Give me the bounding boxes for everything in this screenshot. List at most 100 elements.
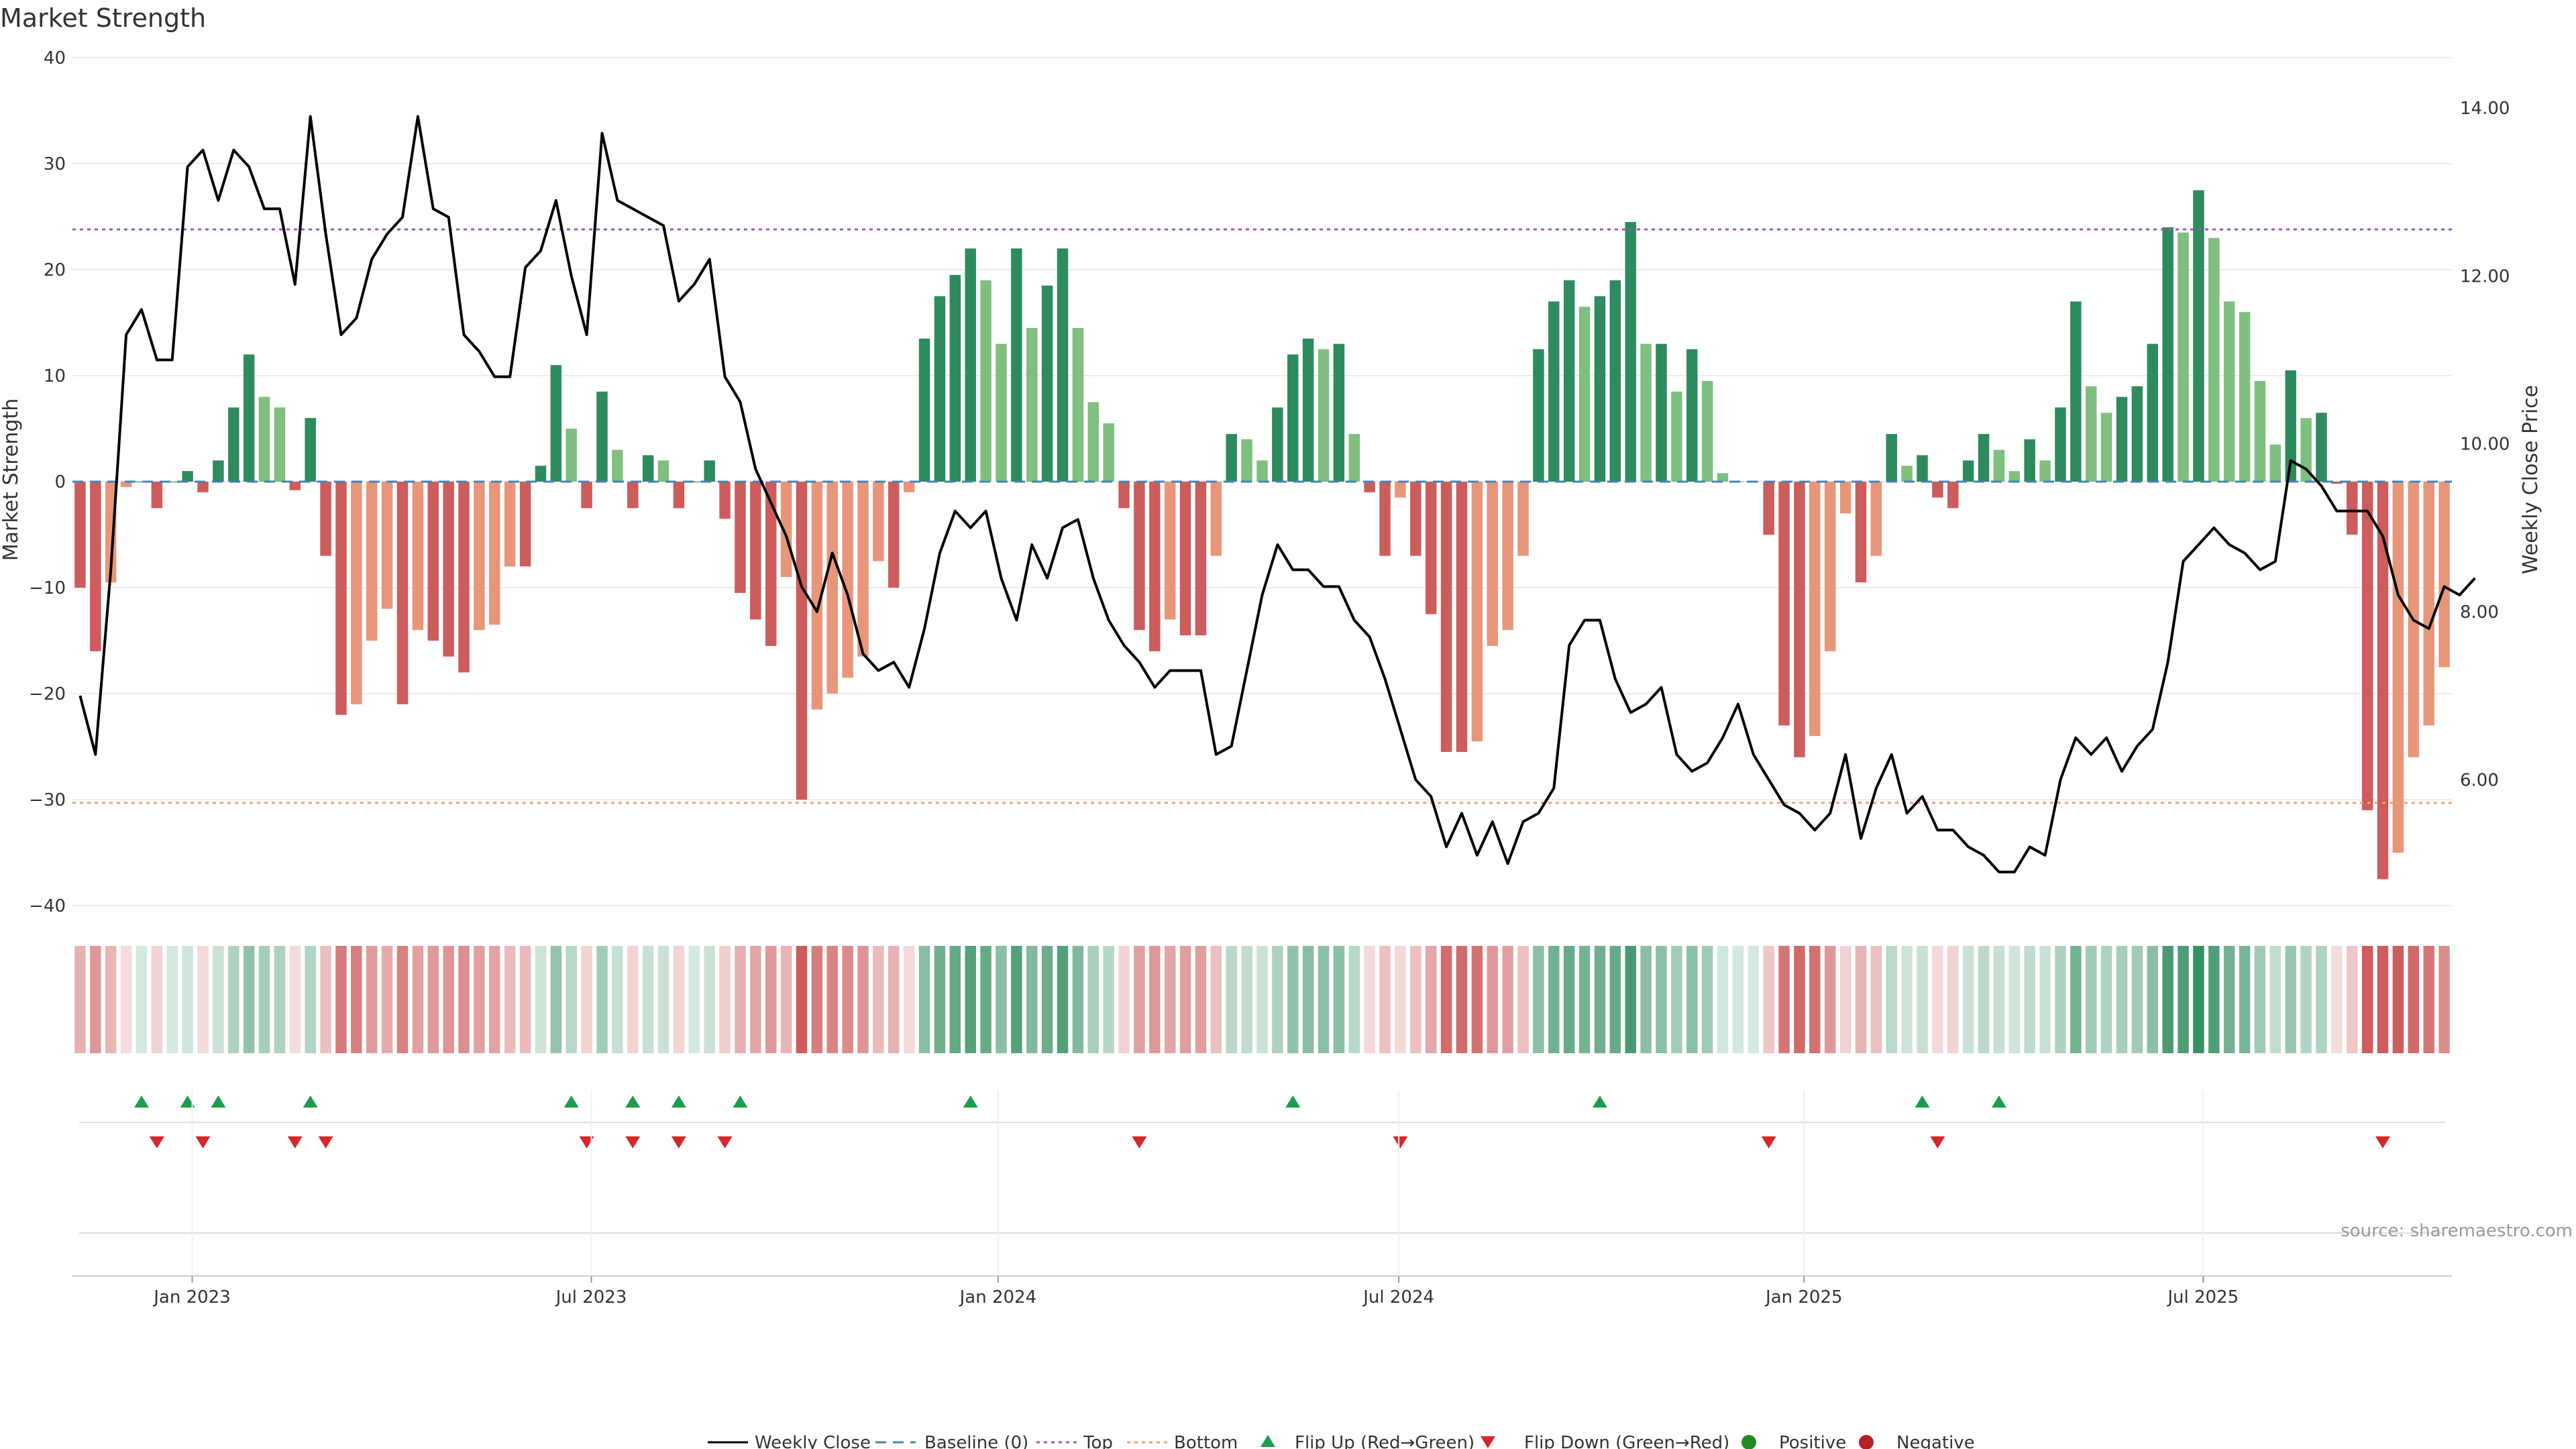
heat-cell bbox=[2239, 946, 2251, 1053]
strength-bar bbox=[1502, 482, 1513, 631]
strength-bar bbox=[427, 482, 439, 641]
heat-cell bbox=[1164, 946, 1176, 1053]
flip-up-marker bbox=[1991, 1095, 2006, 1108]
legend-label: Flip Up (Red→Green) bbox=[1295, 1433, 1474, 1449]
heat-cell bbox=[2223, 946, 2235, 1053]
heat-cell bbox=[474, 946, 485, 1053]
heat-cell bbox=[1656, 946, 1667, 1053]
strength-bar bbox=[1962, 460, 1974, 482]
strength-bar bbox=[1625, 221, 1636, 482]
heat-cell bbox=[1932, 946, 1943, 1053]
legend-label: Baseline (0) bbox=[924, 1433, 1028, 1449]
strength-bar bbox=[535, 466, 547, 482]
heat-cell bbox=[2055, 946, 2066, 1053]
heat-cell bbox=[1425, 946, 1437, 1053]
strength-bar bbox=[1763, 482, 1774, 535]
heat-cell bbox=[120, 946, 132, 1053]
legend-label: Negative bbox=[1896, 1433, 1975, 1449]
heat-cell bbox=[1179, 946, 1191, 1053]
heat-cell bbox=[1763, 946, 1774, 1053]
heat-cell bbox=[1026, 946, 1038, 1053]
heat-cell bbox=[1348, 946, 1360, 1053]
strength-bar bbox=[2254, 380, 2266, 482]
heat-cell bbox=[1609, 946, 1621, 1053]
strength-bar bbox=[1901, 466, 1913, 482]
strength-bar bbox=[1671, 391, 1682, 482]
strength-bar bbox=[2100, 413, 2112, 482]
heat-cell bbox=[826, 946, 838, 1053]
heat-cell bbox=[903, 946, 915, 1053]
flip-up-marker bbox=[963, 1095, 978, 1108]
heat-cell bbox=[1748, 946, 1760, 1053]
x-tick-label: Jul 2024 bbox=[1362, 1287, 1434, 1307]
legend-label: Top bbox=[1083, 1433, 1113, 1449]
heat-cell bbox=[934, 946, 946, 1053]
heat-cell bbox=[1118, 946, 1130, 1053]
y-right-tick-label: 6.00 bbox=[2460, 770, 2499, 790]
heat-cell bbox=[1041, 946, 1053, 1053]
heat-cell bbox=[2438, 946, 2450, 1053]
strength-bar bbox=[1932, 482, 1943, 498]
heat-cell bbox=[1901, 946, 1913, 1053]
strength-bar bbox=[120, 482, 132, 487]
strength-bar bbox=[151, 482, 163, 508]
legend-label: Bottom bbox=[1174, 1433, 1238, 1449]
strength-bar bbox=[2116, 396, 2128, 482]
price-series bbox=[78, 115, 2476, 873]
heat-cell bbox=[1087, 946, 1099, 1053]
heat-cell bbox=[1686, 946, 1698, 1053]
strength-bar bbox=[1824, 482, 1836, 651]
flip-up-marker bbox=[564, 1095, 579, 1108]
strength-bar bbox=[2208, 237, 2220, 482]
flip-down-marker bbox=[287, 1136, 303, 1148]
heat-cell bbox=[918, 946, 930, 1053]
heat-cell bbox=[458, 946, 470, 1053]
heat-cell bbox=[888, 946, 900, 1053]
strength-bar bbox=[1993, 449, 2005, 482]
legend-label: Weekly Close bbox=[755, 1433, 871, 1449]
heat-cell bbox=[873, 946, 884, 1053]
heat-cell bbox=[1625, 946, 1636, 1053]
strength-bar bbox=[351, 482, 362, 704]
flip-up-marker bbox=[1915, 1095, 1930, 1108]
reference-lines bbox=[72, 228, 2452, 804]
x-tick-label: Jul 2025 bbox=[2166, 1287, 2239, 1307]
heat-cell bbox=[1978, 946, 1990, 1053]
strength-bar bbox=[857, 482, 869, 657]
strength-bar bbox=[1794, 482, 1805, 757]
heat-cell bbox=[1640, 946, 1652, 1053]
triangle-down-icon bbox=[1481, 1436, 1495, 1448]
strength-bar bbox=[1533, 349, 1544, 482]
strength-bar bbox=[2285, 370, 2296, 482]
heat-cell bbox=[2331, 946, 2343, 1053]
heat-cell bbox=[105, 946, 117, 1053]
heat-cell bbox=[1717, 946, 1729, 1053]
heat-cell bbox=[1809, 946, 1821, 1053]
strength-bar bbox=[1548, 301, 1560, 482]
legend-label: Flip Down (Green→Red) bbox=[1524, 1433, 1729, 1449]
heat-cell bbox=[1011, 946, 1022, 1053]
heat-cell bbox=[2116, 946, 2128, 1053]
strength-bar bbox=[1640, 343, 1652, 482]
flip-down-marker bbox=[671, 1136, 686, 1148]
strength-bar bbox=[1087, 402, 1099, 482]
flip-up-marker bbox=[211, 1095, 226, 1108]
heat-cell bbox=[780, 946, 792, 1053]
strength-bars bbox=[74, 190, 2450, 879]
heat-cell bbox=[1563, 946, 1575, 1053]
y-left-tick-label: 0 bbox=[54, 472, 66, 492]
heat-cell bbox=[366, 946, 378, 1053]
strength-bar bbox=[566, 429, 577, 482]
strength-bar bbox=[1379, 482, 1391, 556]
heat-cell bbox=[2347, 946, 2358, 1053]
y-axis-right-title: Weekly Close Price bbox=[2519, 385, 2542, 574]
heat-cell bbox=[197, 946, 209, 1053]
heat-cell bbox=[2392, 946, 2404, 1053]
heat-cell bbox=[258, 946, 270, 1053]
heat-cell bbox=[1886, 946, 1897, 1053]
strength-bar bbox=[335, 482, 347, 715]
strength-bar bbox=[765, 482, 777, 646]
strength-bar bbox=[811, 482, 823, 710]
flip-down-marker bbox=[1393, 1136, 1408, 1148]
strength-bar bbox=[1348, 433, 1360, 482]
